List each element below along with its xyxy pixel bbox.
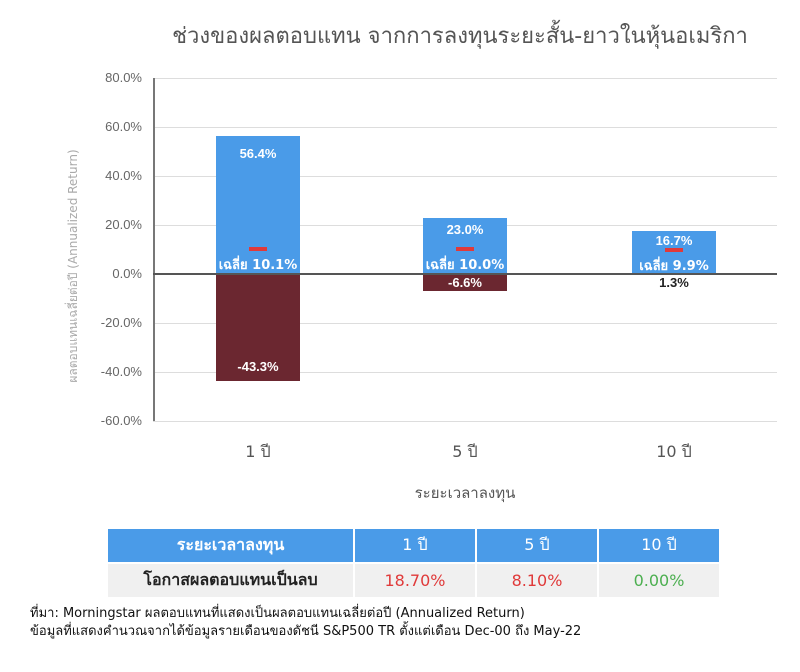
table-header-cell: 5 ปี [477, 529, 597, 562]
y-tick: 0.0% [112, 266, 142, 281]
average-marker [249, 247, 267, 251]
bar-label-max: 16.7% [655, 233, 693, 248]
gridline [153, 127, 777, 128]
y-tick: -40.0% [100, 364, 142, 379]
average-marker [456, 247, 474, 251]
gridline [153, 78, 777, 79]
average-label: เฉลี่ย 9.9% [639, 259, 709, 274]
y-axis-label: ผลตอบแทนเฉลี่ยต่อปี (Annualized Return) [66, 149, 80, 383]
x-axis-label: ระยะเวลาลงทุน [414, 484, 516, 502]
table-header-cell: 1 ปี [355, 529, 475, 562]
y-axis [153, 78, 155, 421]
bar-label-min: -6.6% [448, 275, 482, 290]
gridline [153, 323, 777, 324]
average-label: เฉลี่ย 10.0% [425, 258, 505, 273]
bar-label-min: 1.3% [659, 275, 689, 290]
table-cell: 8.10% [477, 564, 597, 597]
gridline [153, 176, 777, 177]
y-tick: 40.0% [105, 168, 142, 183]
average-label: เฉลี่ย 10.1% [218, 258, 298, 273]
bar-label-min: -43.3% [237, 359, 279, 374]
x-tick: 5 ปี [452, 442, 478, 461]
gridline [153, 421, 777, 422]
source-line-2: ข้อมูลที่แสดงคำนวณจากได้ข้อมูลรายเดือนขอ… [30, 624, 582, 639]
x-tick: 1 ปี [245, 442, 271, 461]
table-header-row: ระยะเวลาลงทุน 1 ปี 5 ปี 10 ปี [108, 529, 719, 562]
y-tick: 60.0% [105, 119, 142, 134]
table-cell: 0.00% [599, 564, 719, 597]
source-line-1: ที่มา: Morningstar ผลตอบแทนที่แสดงเป็นผล… [30, 606, 525, 621]
gridline [153, 372, 777, 373]
bar-min-5y: -6.6% [423, 275, 507, 291]
table-row: โอกาสผลตอบแทนเป็นลบ 18.70% 8.10% 0.00% [108, 564, 719, 597]
average-marker [665, 248, 683, 252]
bar-min-1y: -43.3% [216, 275, 300, 381]
y-tick: 20.0% [105, 217, 142, 232]
table-header-cell: 10 ปี [599, 529, 719, 562]
negative-return-table: ระยะเวลาลงทุน 1 ปี 5 ปี 10 ปี โอกาสผลตอบ… [106, 527, 721, 599]
chart-title: ช่วงของผลตอบแทน จากการลงทุนระยะสั้น-ยาวใ… [172, 24, 748, 49]
y-tick: 80.0% [105, 70, 142, 85]
table-row-label: โอกาสผลตอบแทนเป็นลบ [108, 564, 353, 597]
x-tick: 10 ปี [656, 442, 692, 461]
table-cell: 18.70% [355, 564, 475, 597]
y-tick: -60.0% [100, 413, 142, 428]
bar-label-max: 56.4% [239, 146, 277, 161]
table-header-cell: ระยะเวลาลงทุน [108, 529, 353, 562]
bar-max-1y: 56.4% [216, 136, 300, 274]
y-tick: -20.0% [100, 315, 142, 330]
bar-max-5y: 23.0% [423, 218, 507, 274]
bar-max-10y: 16.7% [632, 231, 716, 274]
bar-label-max: 23.0% [446, 222, 484, 237]
source-note: ที่มา: Morningstar ผลตอบแทนที่แสดงเป็นผล… [30, 605, 581, 641]
zero-axis-line [153, 273, 777, 275]
